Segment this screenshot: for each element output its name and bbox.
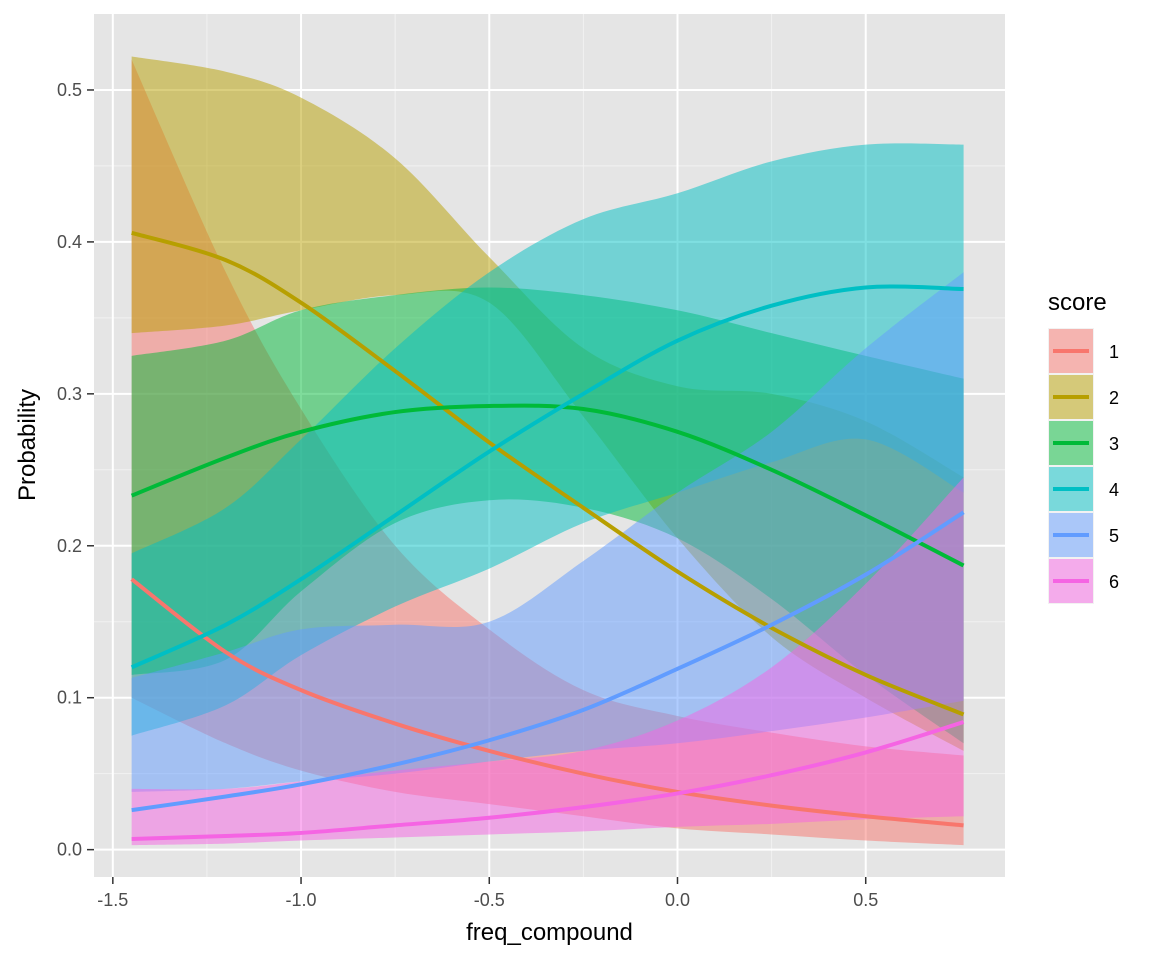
ribbon-score-6 xyxy=(131,477,964,846)
line-score-5 xyxy=(131,510,965,813)
x-axis-title: freq_compound xyxy=(466,919,633,946)
y-axis: 0.0 0.1 0.2 0.3 0.4 0.5 xyxy=(57,80,94,860)
line-score-3 xyxy=(130,403,965,568)
y-tick-label: 0.1 xyxy=(57,688,82,708)
y-tick-label: 0.2 xyxy=(57,536,82,556)
legend-label: 3 xyxy=(1109,434,1119,454)
legend-items: 1 2 3 4 5 6 xyxy=(1048,328,1119,604)
line-score-2 xyxy=(131,230,965,717)
ribbon-score-4 xyxy=(131,143,964,736)
x-tick-label: -1.0 xyxy=(286,890,317,910)
y-tick-label: 0.5 xyxy=(57,80,82,100)
line-score-6 xyxy=(131,720,965,842)
legend-label: 1 xyxy=(1109,342,1119,362)
line-score-4 xyxy=(130,284,964,670)
y-axis-title: Probability xyxy=(14,389,41,501)
legend-label: 6 xyxy=(1109,572,1119,592)
x-tick-label: 0.5 xyxy=(853,890,878,910)
y-tick-label: 0.3 xyxy=(57,384,82,404)
legend-label: 2 xyxy=(1109,388,1119,408)
y-tick-label: 0.4 xyxy=(57,232,82,252)
ribbon-score-5 xyxy=(131,272,964,792)
legend-label: 4 xyxy=(1109,480,1119,500)
line-score-1 xyxy=(130,577,964,828)
legend-label: 5 xyxy=(1109,526,1119,546)
x-axis: -1.5 -1.0 -0.5 0.0 0.5 xyxy=(97,877,878,910)
lines xyxy=(130,230,965,842)
x-tick-label: 0.0 xyxy=(665,890,690,910)
x-tick-label: -0.5 xyxy=(474,890,505,910)
x-tick-label: -1.5 xyxy=(97,890,128,910)
ribbons xyxy=(131,56,964,846)
legend-title: score xyxy=(1048,289,1107,316)
y-tick-label: 0.0 xyxy=(57,840,82,860)
legend: score 1 2 3 4 5 6 xyxy=(1048,289,1119,604)
